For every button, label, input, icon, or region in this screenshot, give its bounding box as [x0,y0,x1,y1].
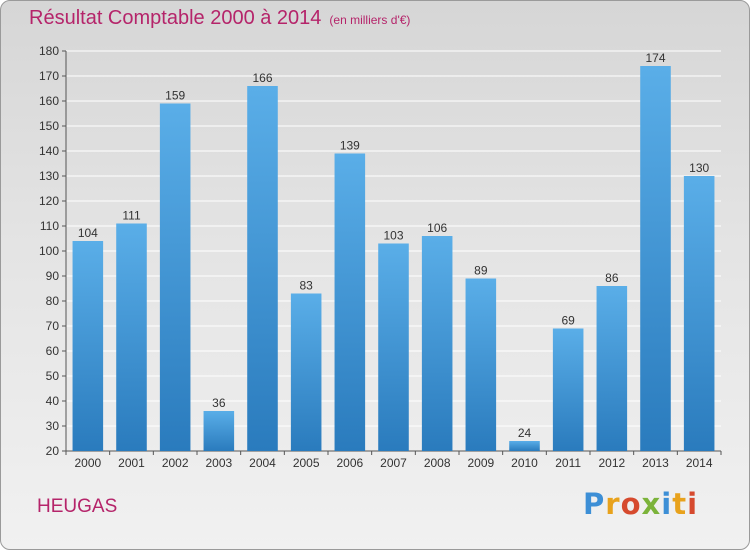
bar-2003[interactable] [203,411,235,451]
bar-2007[interactable] [378,243,409,452]
bar-value-label: 130 [689,161,709,175]
x-tick-label: 2000 [74,456,101,470]
bar-value-label: 159 [165,89,185,103]
logo-letter: i [687,487,699,521]
bar-2000[interactable] [72,241,104,451]
y-tick-label: 50 [46,369,60,383]
bar-value-label: 106 [427,221,447,235]
y-tick-label: 60 [46,344,60,358]
x-tick-label: 2011 [555,456,581,470]
x-tick-label: 2014 [686,456,713,470]
bar-value-label: 24 [518,426,532,440]
bar-2011[interactable] [552,328,584,452]
bar-2002[interactable] [159,103,191,452]
x-tick-label: 2002 [162,456,189,470]
bar-value-label: 103 [383,229,403,243]
bar-value-label: 111 [122,209,141,223]
bar-2005[interactable] [290,293,322,452]
bar-value-label: 69 [561,314,575,328]
logo-letter: t [672,487,688,521]
x-tick-label: 2012 [598,456,625,470]
data-labels: 104 111 159 36 166 83 139 103 106 89 24 69 86 174 130 [78,51,710,440]
y-tick-label: 110 [40,219,59,233]
bar-2014[interactable] [683,176,715,451]
bar-value-label: 36 [212,396,226,410]
logo-letter: x [641,487,662,521]
bar-2013[interactable] [640,66,671,451]
bar-2009[interactable] [465,278,497,452]
title-text: Résultat Comptable 2000 à 2014 [29,7,322,29]
bar-2012[interactable] [596,286,628,451]
y-tick-label: 100 [39,244,59,258]
bar-2008[interactable] [421,236,453,451]
bar-2010[interactable] [509,441,540,451]
location-name: HEUGAS [37,496,118,517]
y-tick-label: 160 [39,94,59,108]
bar-value-label: 83 [299,279,313,293]
y-tick-label: 130 [39,169,59,183]
bar-2001[interactable] [116,223,147,452]
bar-value-label: 89 [474,264,488,278]
logo-letter: i [661,487,673,521]
logo-letter: r [605,487,621,521]
x-axis-ticks: 2000 2001 2002 2003 2004 2005 2006 2007 2008 2009… [65,451,722,470]
x-tick-label: 2008 [424,456,451,470]
bar-value-label: 166 [252,71,272,85]
bar-value-label: 139 [340,139,360,153]
x-tick-label: 2013 [642,456,669,470]
x-tick-label: 2005 [293,456,320,470]
x-tick-label: 2010 [511,456,538,470]
x-tick-label: 2003 [205,456,232,470]
y-tick-label: 40 [46,394,60,408]
y-axis-ticks: 20 30 40 50 60 70 80 90 100 110 120 130 140 150 160 170… [39,44,66,458]
y-tick-label: 170 [39,69,59,83]
y-tick-label: 140 [39,144,59,158]
bar-value-label: 86 [605,271,619,285]
chart-title: Résultat Comptable 2000 à 2014 (en millie… [29,7,410,30]
x-tick-label: 2001 [118,456,145,470]
bar-value-label: 174 [645,51,665,65]
chart-subtitle: (en milliers d'€) [329,13,411,27]
y-tick-label: 80 [46,294,60,308]
bar-value-label: 104 [78,226,98,240]
bars [72,66,715,452]
y-tick-label: 20 [46,444,60,458]
y-tick-label: 150 [39,119,59,133]
logo-letter: o [620,487,642,521]
bar-2004[interactable] [247,86,278,451]
x-tick-label: 2006 [336,456,363,470]
bar-2006[interactable] [334,153,366,452]
logo-letter: P [583,487,606,521]
x-tick-label: 2004 [249,456,276,470]
x-tick-label: 2007 [380,456,407,470]
y-tick-label: 70 [46,319,60,333]
y-tick-label: 90 [46,269,60,283]
y-tick-label: 30 [46,419,60,433]
y-tick-label: 180 [39,44,59,58]
proxiti-logo[interactable]: Proxiti [583,487,698,521]
y-tick-label: 120 [39,194,59,208]
x-tick-label: 2009 [467,456,494,470]
